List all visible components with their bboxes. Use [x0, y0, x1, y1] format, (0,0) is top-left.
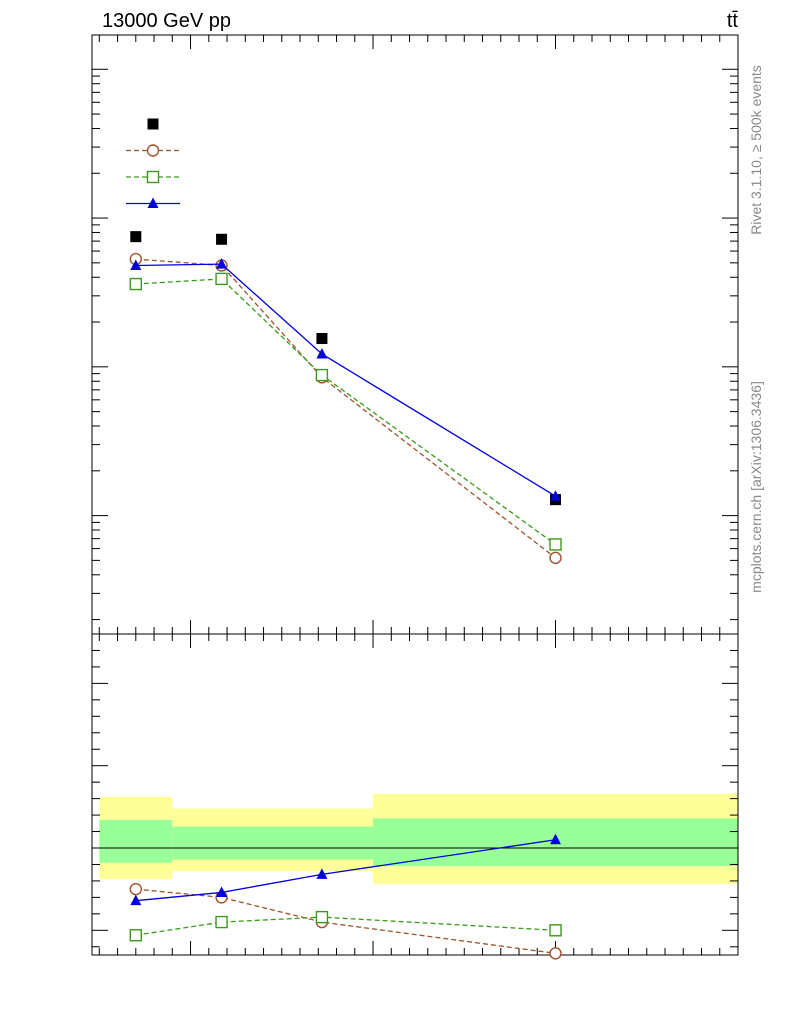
point-pythia-8-170-default: [216, 258, 228, 269]
point-herwig-7-2-1-default: [129, 277, 142, 291]
point-herwig-2-7-1-default: [549, 551, 562, 565]
ratio-point-pythia-8-170-default: [550, 833, 562, 845]
main-frame: [91, 34, 739, 635]
series-herwig-7-2-1-default: [129, 272, 562, 551]
ratio-line-herwig-7-2-1-default: [135, 916, 556, 936]
legend-marker-herwig-7-2-1-default: [146, 170, 160, 184]
legend: [126, 118, 180, 208]
legend-marker-atlas: [147, 118, 159, 130]
rivet-label: Rivet 3.1.10, ≥ 500k events: [748, 65, 764, 235]
point-herwig-7-2-1-default: [315, 368, 329, 382]
main-panel: [91, 34, 739, 635]
mcplots-label: mcplots.cern.ch [arXiv:1306.3436]: [748, 381, 764, 593]
ratio-point-herwig-7-2-1-default: [315, 910, 329, 924]
ratio-point-herwig-7-2-1-default: [129, 929, 142, 942]
ratio-point-pythia-8-170-default: [130, 894, 142, 906]
series-pythia-8-170-default: [130, 258, 562, 501]
ratio-frame: [91, 633, 739, 956]
point-pythia-8-170-default: [130, 259, 142, 270]
ratio-point-herwig-2-7-1-default: [549, 947, 562, 960]
ratio-point-herwig-2-7-1-default: [129, 882, 142, 896]
ratio-point-pythia-8-170-default: [316, 868, 328, 879]
point-atlas: [316, 333, 328, 345]
header-left: 13000 GeV pp: [102, 10, 231, 32]
series-line-herwig-7-2-1-default: [135, 278, 556, 545]
band-inner-0: [99, 820, 173, 863]
ratio-point-herwig-7-2-1-default: [215, 915, 228, 929]
ratio-series-pythia-8-170-default: [130, 833, 562, 906]
legend-marker-pythia-8-170-default: [147, 197, 159, 208]
ratio-series-herwig-7-2-1-default: [129, 910, 562, 942]
header-right: tt̄: [727, 10, 739, 32]
point-herwig-7-2-1-default: [549, 538, 562, 551]
point-atlas: [130, 231, 142, 243]
ratio-panel: [91, 633, 739, 960]
band-inner-1: [172, 826, 374, 860]
ratio-line-pythia-8-170-default: [135, 839, 556, 902]
point-atlas: [216, 233, 228, 245]
ratio-line-herwig-2-7-1-default: [135, 888, 556, 954]
legend-marker-herwig-2-7-1-default: [146, 144, 160, 157]
series-herwig-2-7-1-default: [129, 252, 562, 565]
point-pythia-8-170-default: [550, 490, 562, 501]
point-herwig-7-2-1-default: [215, 272, 228, 286]
ratio-point-herwig-7-2-1-default: [549, 924, 562, 937]
series-line-herwig-2-7-1-default: [135, 258, 556, 559]
series-line-pythia-8-170-default: [135, 263, 556, 497]
point-pythia-8-170-default: [316, 347, 328, 359]
ratio-point-pythia-8-170-default: [216, 886, 228, 897]
